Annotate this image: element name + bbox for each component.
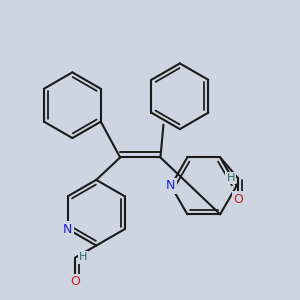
Text: O: O xyxy=(233,193,243,206)
Text: H: H xyxy=(226,173,235,183)
Text: O: O xyxy=(70,275,80,288)
Text: N: N xyxy=(166,179,176,192)
Text: H: H xyxy=(79,253,87,262)
Text: N: N xyxy=(63,223,73,236)
